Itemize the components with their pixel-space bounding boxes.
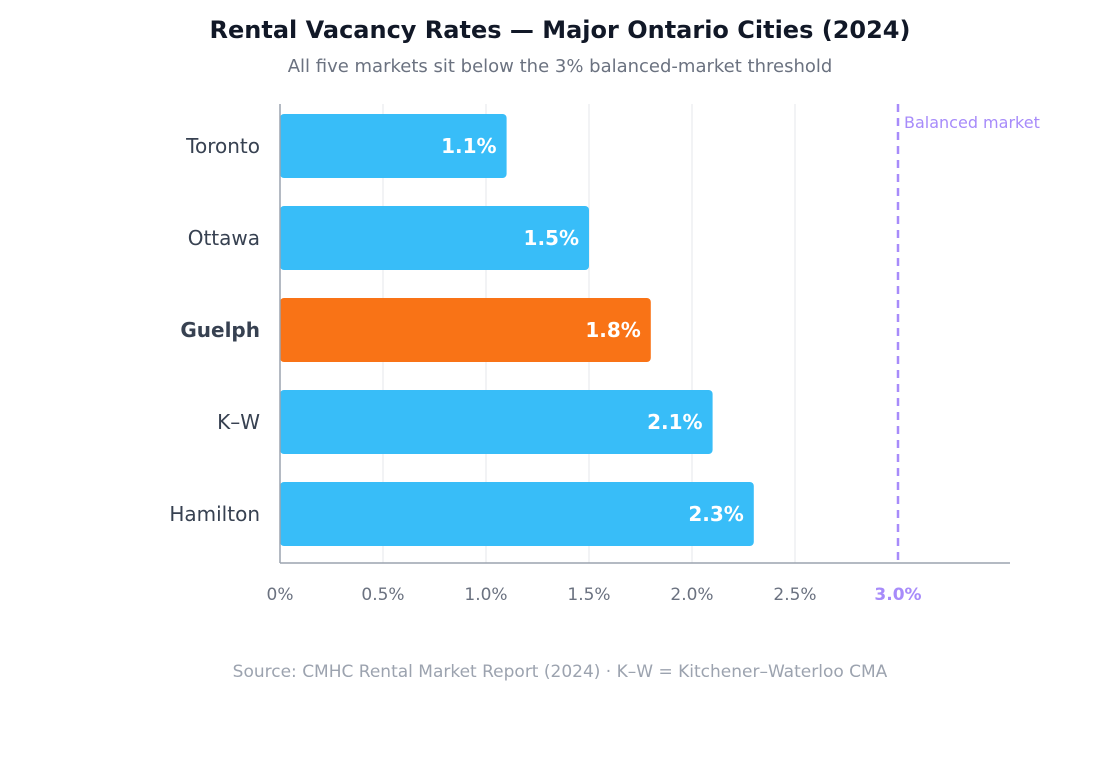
chart-source-note: Source: CMHC Rental Market Report (2024)… [232,662,888,682]
category-label: Toronto [185,134,260,158]
bar-5 [280,482,754,546]
x-tick-label: 1.5% [567,585,610,605]
chart-title: Rental Vacancy Rates — Major Ontario Cit… [209,16,911,44]
bars [280,114,754,546]
chart-subtitle: All five markets sit below the 3% balanc… [287,56,833,77]
x-tick-label: 3.0% [874,585,921,605]
x-tick-label: 0.5% [361,585,404,605]
bar-value-label: 2.3% [688,502,743,526]
bar-2 [280,206,589,270]
category-label: Ottawa [188,226,260,250]
bar-value-label: 1.5% [524,226,579,250]
category-label: K–W [217,410,260,434]
bar-1 [280,114,507,178]
category-label: Hamilton [169,502,260,526]
bar-value-label: 2.1% [647,410,702,434]
bar-3 [280,298,651,362]
bar-value-label: 1.8% [585,318,640,342]
bar-4 [280,390,713,454]
x-tick-label: 2.0% [670,585,713,605]
bar-value-label: 1.1% [441,134,496,158]
x-tick-label: 2.5% [773,585,816,605]
threshold-label: Balanced market [904,113,1040,132]
axes [279,104,1010,564]
labels: 1.1% Toronto 1.5% Ottawa 1.8% Guelph 2.1% K–W 2.… [169,134,921,605]
x-tick-label: 1.0% [464,585,507,605]
category-label: Guelph [180,318,260,342]
x-tick-label: 0% [267,585,294,605]
threshold-marker: Balanced market [896,104,1040,563]
